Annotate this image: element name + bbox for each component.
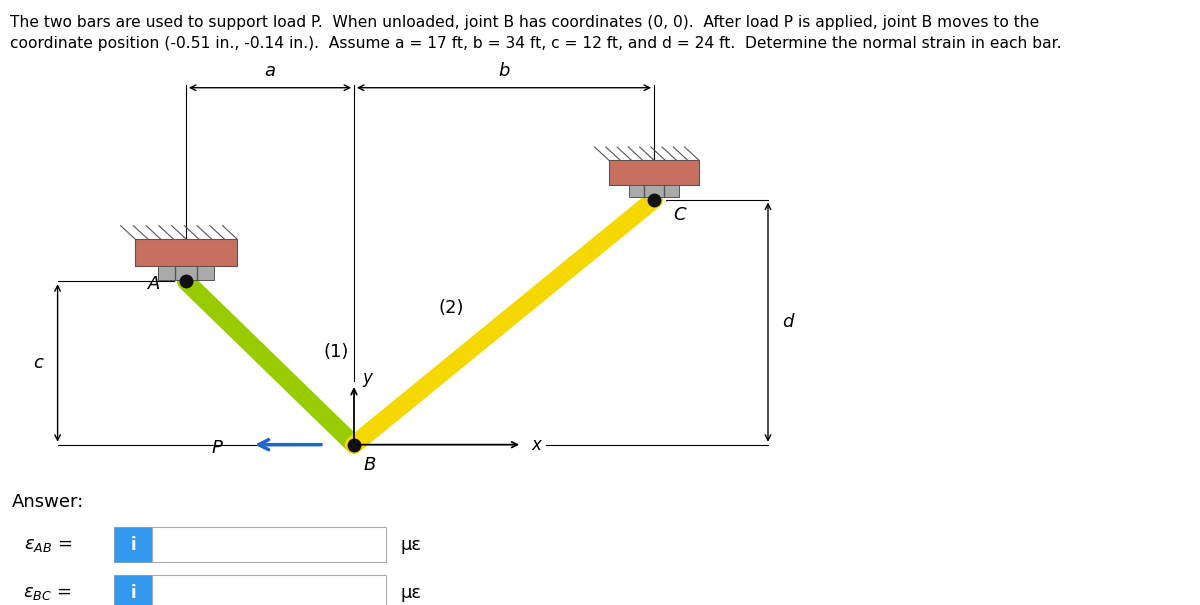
Text: coordinate position (-0.51 in., -0.14 in.).  Assume a = 17 ft, b = 34 ft, c = 12: coordinate position (-0.51 in., -0.14 in…: [10, 36, 1061, 51]
Text: d: d: [782, 313, 793, 331]
Text: (1): (1): [324, 343, 349, 361]
FancyBboxPatch shape: [114, 575, 152, 605]
Text: με: με: [401, 535, 422, 554]
Text: (2): (2): [438, 299, 463, 317]
Text: y: y: [362, 369, 372, 387]
FancyBboxPatch shape: [629, 185, 679, 197]
Text: x: x: [532, 436, 541, 454]
FancyBboxPatch shape: [158, 266, 214, 280]
Text: $\varepsilon_{AB}$ =: $\varepsilon_{AB}$ =: [24, 535, 72, 554]
Text: με: με: [401, 584, 422, 602]
Text: b: b: [498, 62, 510, 80]
FancyBboxPatch shape: [152, 575, 386, 605]
FancyBboxPatch shape: [152, 527, 386, 562]
FancyBboxPatch shape: [610, 160, 698, 185]
Text: i: i: [131, 535, 136, 554]
Text: $\varepsilon_{BC}$ =: $\varepsilon_{BC}$ =: [24, 584, 72, 602]
Text: B: B: [364, 456, 376, 474]
Text: C: C: [673, 206, 686, 224]
FancyBboxPatch shape: [134, 239, 238, 266]
FancyBboxPatch shape: [114, 527, 152, 562]
Text: P: P: [211, 439, 222, 457]
Text: i: i: [131, 584, 136, 602]
Text: Answer:: Answer:: [12, 493, 84, 511]
Text: A: A: [148, 275, 160, 293]
Text: c: c: [34, 354, 43, 372]
Text: The two bars are used to support load P.  When unloaded, joint B has coordinates: The two bars are used to support load P.…: [10, 15, 1039, 30]
Text: a: a: [264, 62, 276, 80]
